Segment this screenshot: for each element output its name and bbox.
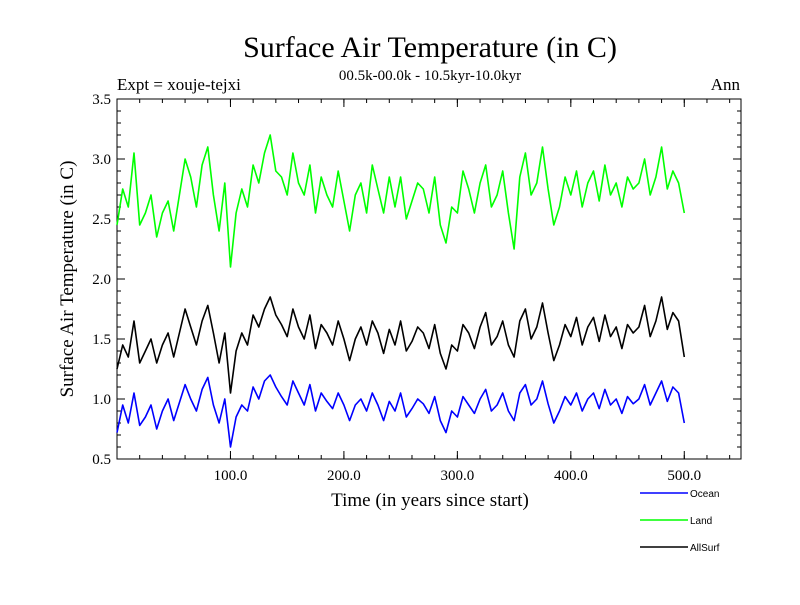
y-tick-label: 1.0: [92, 392, 111, 408]
legend-label-land: Land: [690, 516, 712, 527]
x-tick-label: 200.0: [327, 468, 361, 484]
x-tick-label: 500.0: [667, 468, 701, 484]
series-line-land: [116, 134, 686, 268]
x-tick-label: 100.0: [214, 468, 248, 484]
y-tick-label: 2.5: [92, 212, 111, 228]
y-axis: 0.5 1.0 1.5 2.0 2.5 3.0 3.5: [92, 92, 741, 468]
chart-subtitle: 00.5k-00.0k - 10.5kyr-10.0kyr: [339, 68, 521, 84]
y-tick-label: 2.0: [92, 272, 111, 288]
plot-frame: [116, 98, 742, 460]
x-tick-label: 400.0: [554, 468, 588, 484]
y-tick-label: 3.0: [92, 152, 111, 168]
series-line-allsurf: [116, 296, 686, 394]
experiment-label: Expt = xouje-tejxi: [117, 75, 241, 94]
series-layer: [116, 134, 686, 448]
y-tick-label: 3.5: [92, 92, 111, 108]
x-axis: 100.0 200.0 300.0 400.0 500.0: [116, 99, 731, 484]
legend: Ocean Land AllSurf: [640, 489, 720, 554]
legend-label-allsurf: AllSurf: [690, 543, 720, 554]
series-line-ocean: [116, 374, 686, 448]
season-label: Ann: [711, 75, 741, 94]
legend-label-ocean: Ocean: [690, 489, 719, 500]
x-tick-label: 300.0: [440, 468, 474, 484]
x-axis-label: Time (in years since start): [331, 490, 529, 511]
chart-title: Surface Air Temperature (in C): [243, 31, 617, 64]
y-tick-label: 1.5: [92, 332, 111, 348]
y-tick-label: 0.5: [92, 452, 111, 468]
y-axis-label: Surface Air Temperature (in C): [57, 161, 78, 398]
